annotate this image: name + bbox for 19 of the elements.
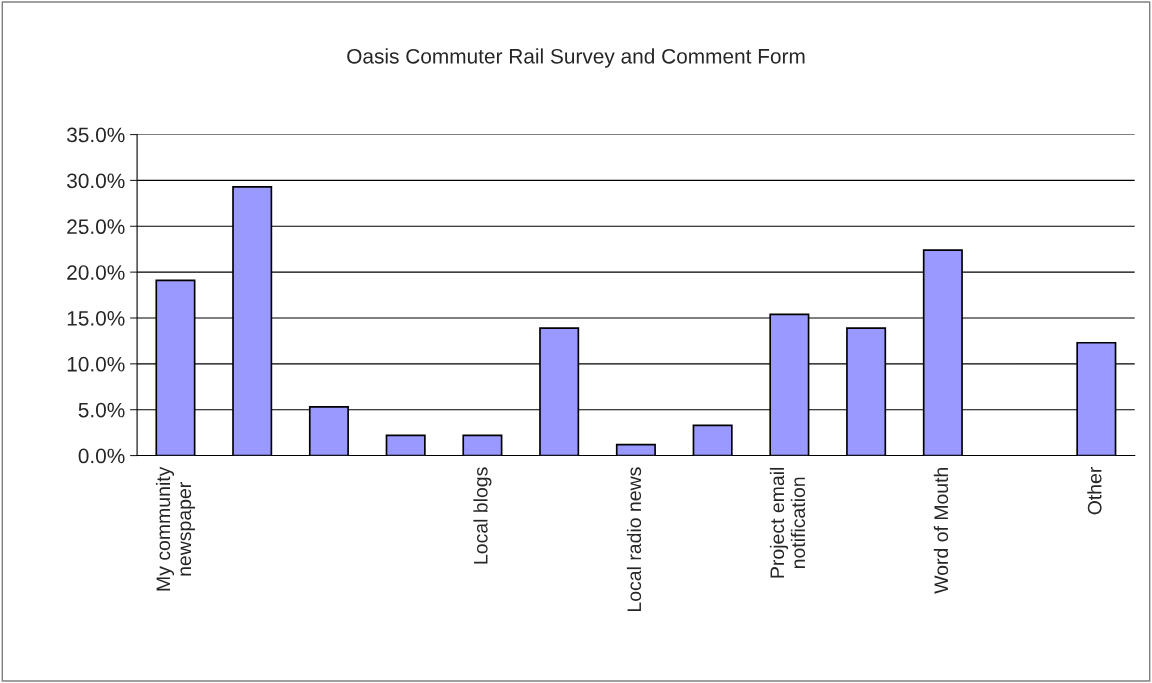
y-tick-label: 5.0% <box>78 402 125 418</box>
bar <box>615 443 656 456</box>
x-tick-label: Local blogs <box>473 467 492 564</box>
y-tick-label: 10.0% <box>67 356 125 372</box>
chart-title: Oasis Commuter Rail Survey and Comment Form <box>347 48 805 68</box>
bar <box>462 434 503 456</box>
bar <box>385 434 426 456</box>
y-tick-label: 15.0% <box>67 310 125 326</box>
x-tick-label: Word of Mouth <box>933 467 949 594</box>
x-tick-label: Project email notification <box>769 467 806 578</box>
y-tick-label: 20.0% <box>67 265 125 280</box>
y-tick-label: 35.0% <box>67 127 125 143</box>
y-tick-label: 30.0% <box>67 173 125 189</box>
x-tick-label: Local radio news <box>626 467 642 611</box>
y-tick-label: 25.0% <box>67 219 125 235</box>
y-tick-label: 0.0% <box>78 448 125 464</box>
bar <box>692 424 733 456</box>
x-tick-label: My community newspaper <box>155 466 195 591</box>
x-tick-label: Other <box>1087 466 1102 515</box>
